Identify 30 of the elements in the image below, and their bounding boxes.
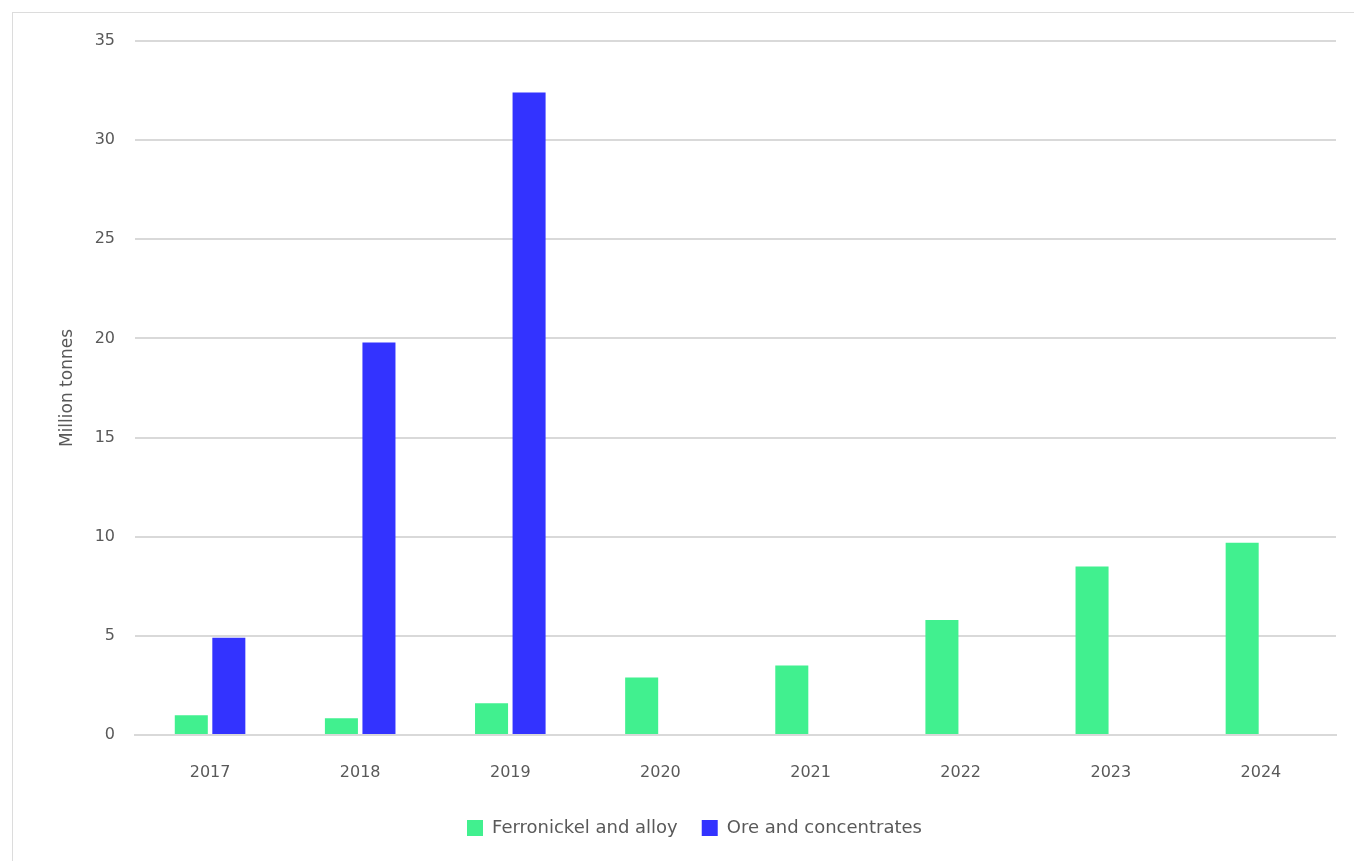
x-tick-label: 2018 [339, 761, 381, 781]
bar [775, 665, 809, 734]
y-tick-label: 10 [94, 525, 115, 545]
bar [1225, 542, 1259, 734]
x-tick-label: 2017 [189, 761, 231, 781]
bar [362, 342, 396, 734]
y-tick-label: 25 [94, 228, 115, 248]
y-tick-label: 30 [94, 129, 115, 149]
x-tick-label: 2023 [1090, 761, 1132, 781]
legend-label: Ferronickel and alloy [492, 815, 679, 837]
bar [212, 637, 246, 734]
x-tick-label: 2024 [1240, 761, 1282, 781]
bar [475, 703, 509, 734]
y-tick-label: 15 [94, 426, 115, 446]
bar [324, 718, 358, 734]
bar [1075, 566, 1109, 734]
x-tick-label: 2021 [790, 761, 831, 781]
bar [925, 619, 959, 734]
bar [512, 92, 546, 734]
bar [625, 677, 659, 734]
y-tick-label: 35 [94, 30, 115, 50]
y-tick-label: 0 [104, 724, 115, 744]
legend-label: Ore and concentrates [726, 815, 922, 837]
y-axis-title: Million tonnes [55, 328, 76, 448]
x-tick-label: 2020 [640, 761, 681, 781]
x-tick-label: 2019 [489, 761, 531, 781]
x-tick-label: 2022 [940, 761, 982, 781]
bar [174, 715, 208, 734]
y-tick-label: 20 [94, 327, 115, 347]
y-tick-label: 5 [104, 625, 115, 645]
